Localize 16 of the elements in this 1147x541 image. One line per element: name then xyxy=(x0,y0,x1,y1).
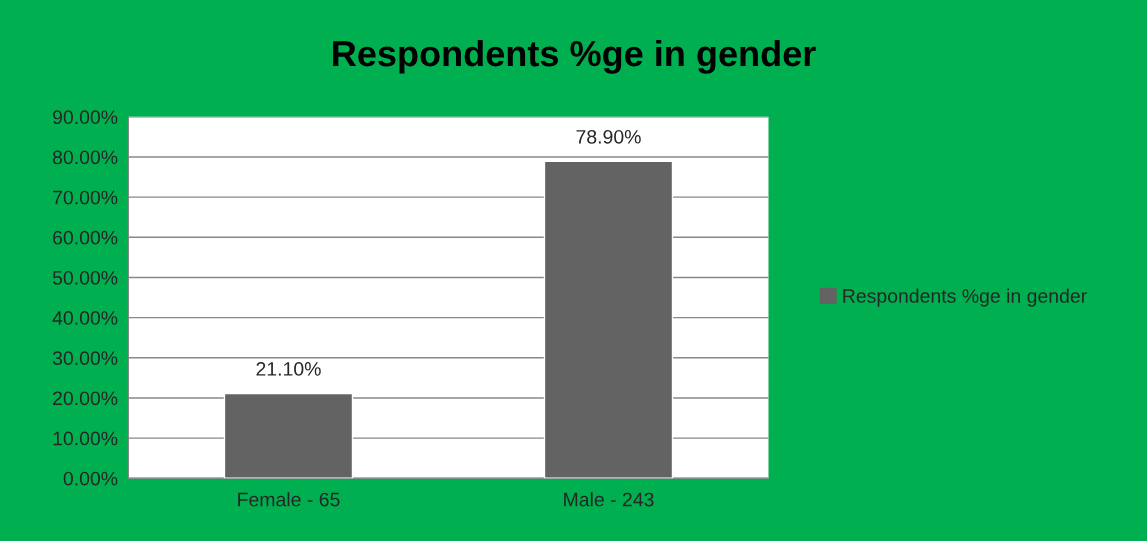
legend-label: Respondents %ge in gender xyxy=(843,288,1087,307)
y-tick-label: 70.00% xyxy=(53,190,118,205)
x-tick-label: Male - 243 xyxy=(564,492,654,507)
y-tick-label: 10.00% xyxy=(53,431,118,446)
y-tick-label: 40.00% xyxy=(52,311,118,325)
y-tick-label: 30.00% xyxy=(52,351,118,366)
y-tick-label: 0.00% xyxy=(63,471,118,486)
y-tick-label: 90.00% xyxy=(53,110,118,125)
y-tick-label: 80.00% xyxy=(52,150,118,165)
y-tick-label: 60.00% xyxy=(53,230,118,245)
y-tick-label: 20.00% xyxy=(53,391,118,406)
data-label: 78.90% xyxy=(576,129,641,144)
y-tick-label: 50.00% xyxy=(52,270,118,285)
data-label: 21.10% xyxy=(256,362,321,376)
x-tick-label: Female - 65 xyxy=(238,492,340,507)
chart-title: Respondents %ge in gender xyxy=(333,39,816,74)
